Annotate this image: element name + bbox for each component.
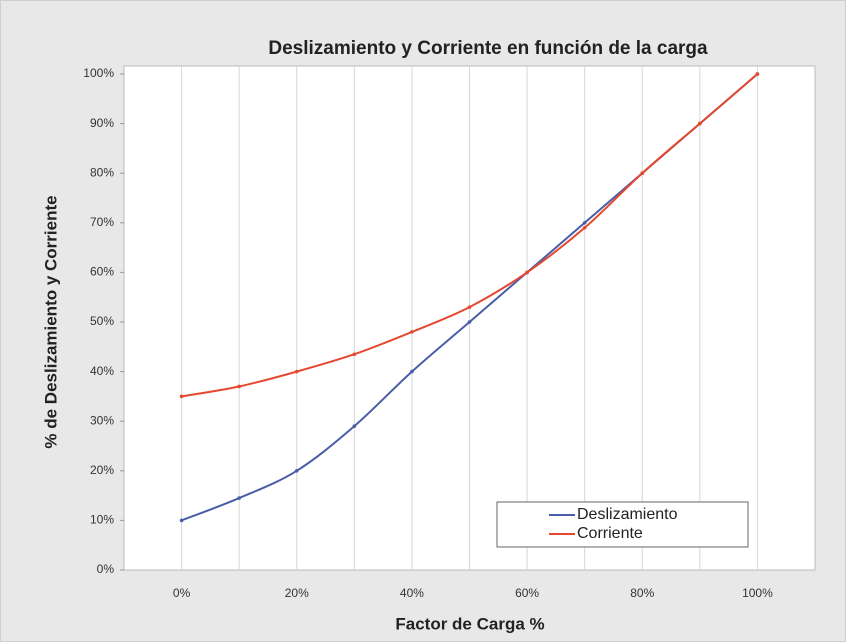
point bbox=[410, 369, 414, 374]
y-axis-label: % de Deslizamiento y Corriente bbox=[41, 195, 60, 448]
legend-label: Corriente bbox=[577, 525, 643, 542]
y-tick-label: 70% bbox=[90, 215, 114, 229]
y-tick-label: 80% bbox=[90, 165, 114, 179]
y-tick-label: 30% bbox=[90, 413, 114, 427]
y-tick-label: 20% bbox=[90, 463, 114, 477]
legend-label: Deslizamiento bbox=[577, 506, 678, 523]
y-tick-label: 50% bbox=[90, 314, 114, 328]
y-tick-label: 40% bbox=[90, 364, 114, 378]
chart-title: Deslizamiento y Corriente en función de … bbox=[268, 38, 708, 59]
series-line bbox=[181, 73, 759, 398]
point bbox=[237, 384, 241, 389]
x-tick-label: 20% bbox=[285, 586, 309, 600]
y-tick-label: 90% bbox=[90, 116, 114, 130]
point bbox=[467, 320, 472, 324]
point bbox=[582, 221, 587, 225]
point bbox=[582, 225, 587, 230]
x-tick-label: 0% bbox=[173, 586, 191, 600]
x-axis-label: Factor de Carga % bbox=[395, 614, 544, 633]
point bbox=[179, 518, 184, 523]
point bbox=[525, 270, 529, 275]
point bbox=[640, 171, 645, 175]
legend-box bbox=[496, 501, 749, 548]
point bbox=[467, 305, 472, 309]
point bbox=[698, 121, 702, 126]
point bbox=[294, 369, 299, 374]
x-tick-label: 60% bbox=[515, 586, 539, 600]
x-tick-label: 40% bbox=[400, 586, 424, 600]
y-tick-label: 0% bbox=[97, 562, 115, 576]
point bbox=[755, 72, 760, 76]
point bbox=[237, 496, 241, 500]
y-tick-label: 10% bbox=[90, 513, 114, 527]
point bbox=[352, 352, 357, 357]
point bbox=[352, 424, 357, 428]
y-tick-label: 60% bbox=[90, 265, 114, 279]
point bbox=[179, 394, 184, 399]
x-tick-label: 100% bbox=[742, 586, 773, 600]
point bbox=[294, 469, 299, 473]
y-tick-label: 100% bbox=[83, 66, 114, 80]
x-tick-label: 80% bbox=[630, 586, 654, 600]
point bbox=[410, 330, 414, 334]
